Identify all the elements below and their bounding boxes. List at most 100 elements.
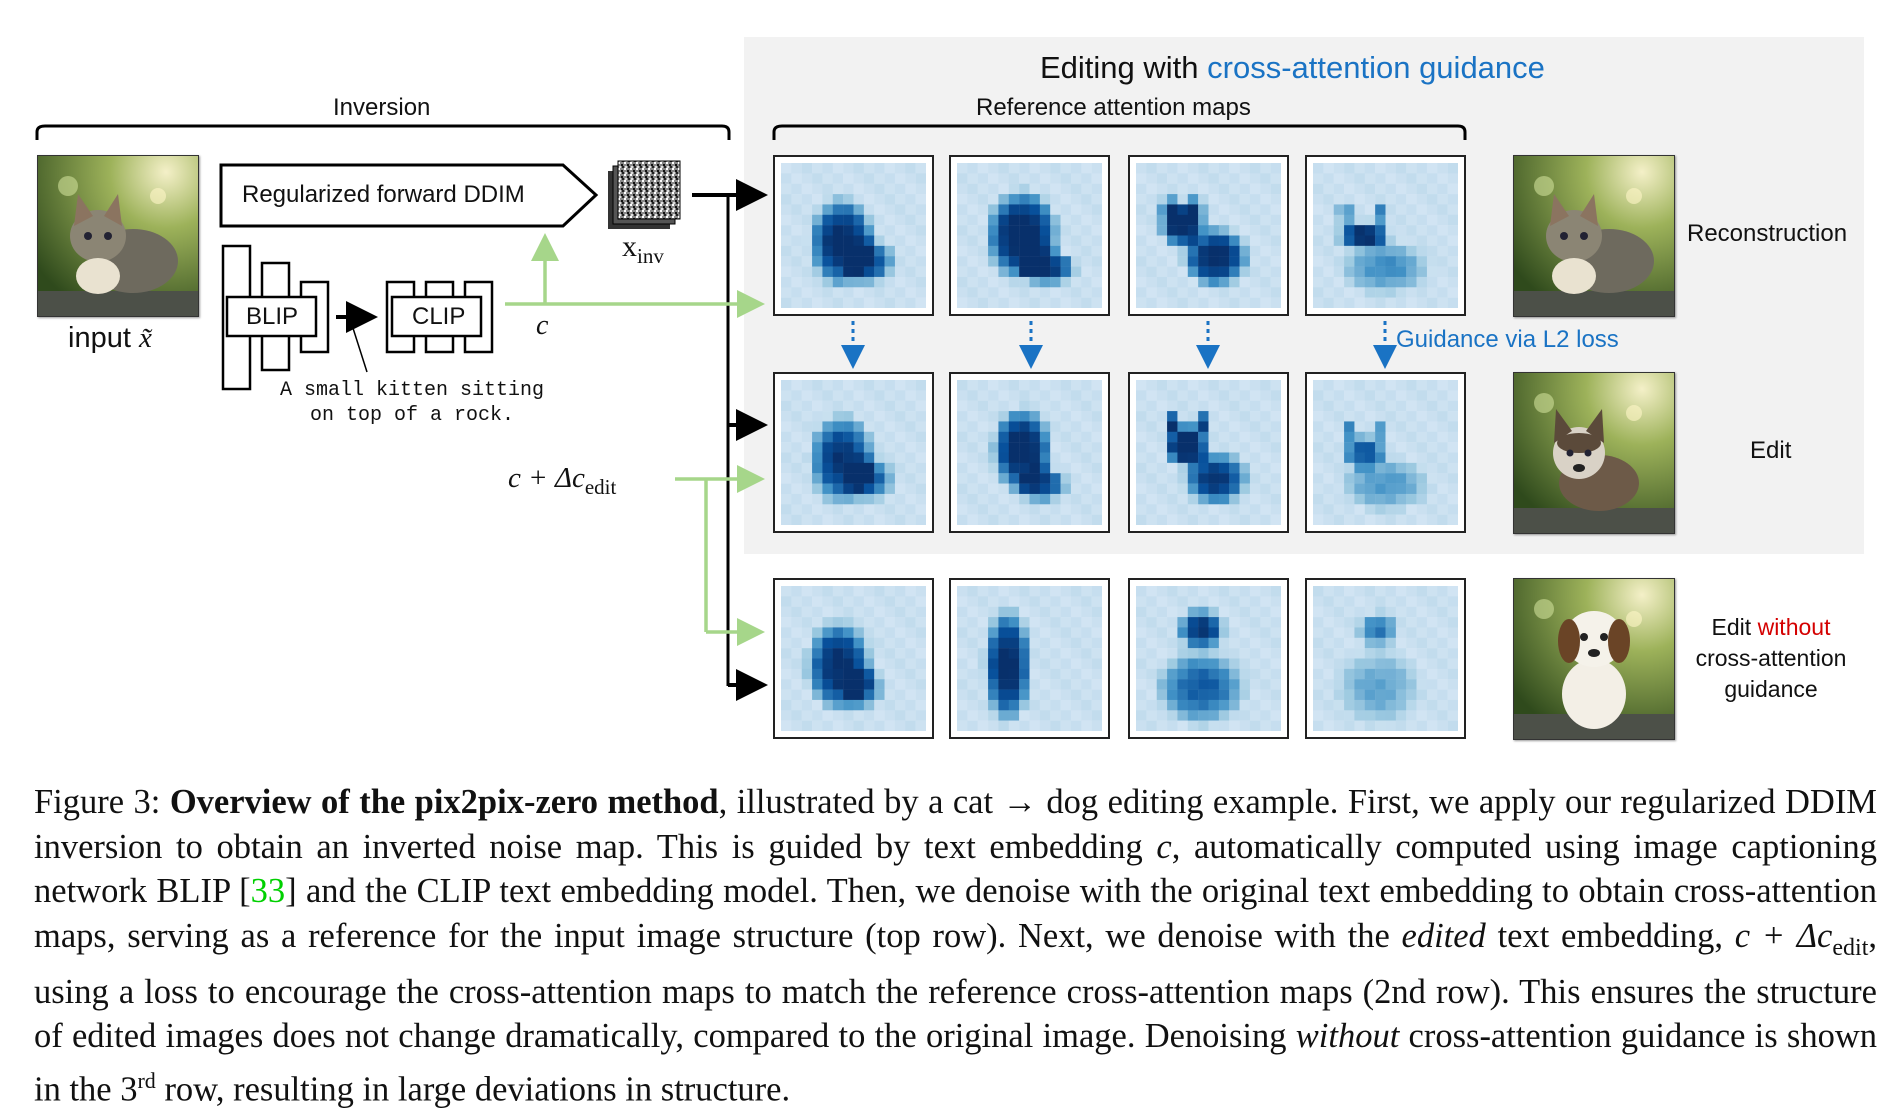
attention-cell: [822, 504, 833, 515]
ddim-label: Regularized forward DDIM: [242, 181, 525, 208]
attention-cell: [1091, 266, 1102, 278]
attention-cell: [977, 225, 989, 236]
attention-cell: [1156, 421, 1168, 432]
attention-cell: [1019, 276, 1030, 288]
attention-cell: [1060, 183, 1072, 195]
attention-cell: [863, 163, 875, 174]
attention-cell: [1091, 596, 1102, 607]
attention-cell: [1354, 462, 1365, 474]
attention-cell: [1070, 442, 1082, 453]
attention-cell: [1177, 194, 1188, 205]
attention-cell: [1070, 606, 1082, 618]
attention-cell: [1146, 452, 1157, 464]
attention-cell: [1091, 204, 1102, 215]
input-text: input: [68, 322, 131, 354]
attention-cell: [1039, 617, 1051, 628]
attention-cell: [1375, 627, 1386, 638]
attention-cell: [1167, 668, 1178, 680]
attention-cell: [832, 266, 844, 278]
attention-cell: [801, 637, 813, 649]
attention-cell: [832, 617, 844, 628]
attention-cell: [1447, 183, 1458, 195]
attention-cell: [905, 421, 916, 432]
attention-cell: [1437, 225, 1448, 236]
attention-cell: [1050, 720, 1061, 731]
attention-cell: [915, 514, 926, 525]
attention-cell: [1270, 596, 1281, 607]
attention-cell: [874, 163, 885, 174]
attention-cell: [1249, 699, 1261, 711]
attention-cell: [1249, 514, 1261, 525]
attention-cell: [1208, 276, 1220, 288]
attention-cell: [1364, 627, 1376, 638]
attention-cell: [1081, 204, 1092, 215]
attention-cell: [1081, 194, 1092, 205]
attention-cell: [1323, 710, 1334, 721]
attention-cell: [1050, 163, 1061, 174]
attention-cell: [894, 586, 906, 597]
attention-cell: [1385, 627, 1397, 638]
attention-cell: [1039, 586, 1051, 597]
caption-italic: without: [1295, 1017, 1400, 1056]
attention-cell: [884, 668, 896, 680]
attention-cell: [894, 699, 906, 711]
attention-cell: [863, 297, 875, 308]
attention-cell: [1218, 483, 1230, 495]
attention-cell: [1385, 514, 1397, 525]
attention-cell: [1008, 689, 1020, 701]
attention-cell: [1208, 204, 1220, 215]
attention-cell: [1333, 596, 1345, 607]
attention-cell: [1416, 421, 1428, 432]
attention-cell: [905, 473, 916, 484]
attention-cell: [1333, 183, 1345, 195]
attention-cell: [1208, 689, 1220, 701]
attention-cell: [832, 194, 844, 205]
attention-cell: [1333, 431, 1345, 443]
attention-cell: [1060, 442, 1072, 453]
attention-cell: [1333, 720, 1345, 731]
attention-cell: [977, 648, 989, 659]
attention-cell: [1091, 442, 1102, 453]
attention-cell: [1070, 390, 1082, 401]
attention-cell: [1437, 648, 1448, 659]
attention-cell: [1081, 720, 1092, 731]
attention-cell: [1136, 462, 1147, 474]
attention-cell: [1239, 276, 1251, 288]
attention-cell: [812, 720, 823, 731]
attention-cell: [1416, 214, 1428, 226]
attention-cell: [1395, 617, 1407, 628]
citation-link[interactable]: 33: [250, 872, 286, 910]
attention-cell: [1313, 245, 1324, 257]
attention-cell: [1070, 473, 1082, 484]
attention-cell: [1416, 245, 1428, 257]
attention-cell: [1187, 462, 1199, 474]
attention-cell: [1333, 400, 1345, 412]
attention-cell: [1395, 586, 1407, 597]
attention-cell: [1187, 390, 1199, 401]
attention-cell: [1050, 689, 1061, 701]
attention-cell: [894, 710, 906, 721]
attention-cell: [915, 431, 926, 443]
attention-cell: [1156, 473, 1168, 484]
attention-cell: [988, 689, 999, 701]
attention-cell: [874, 483, 885, 495]
attention-cell: [1249, 163, 1261, 174]
attention-cell: [1008, 204, 1020, 215]
attention-cell: [957, 586, 968, 597]
attention-cell: [801, 473, 813, 484]
attention-cell: [1354, 668, 1365, 680]
attention-cell: [1070, 163, 1082, 174]
attention-cell: [832, 204, 844, 215]
attention-cell: [1260, 173, 1271, 184]
attention-cell: [1344, 173, 1355, 184]
attention-cell: [1416, 668, 1428, 680]
attention-cell: [1177, 679, 1188, 690]
attention-cell: [1323, 173, 1334, 184]
attention-cell: [1008, 400, 1020, 412]
attention-cell: [822, 163, 833, 174]
attention-cell: [1437, 421, 1448, 432]
attention-cell: [1447, 617, 1458, 628]
attention-cell: [1344, 442, 1355, 453]
attention-cell: [1050, 194, 1061, 205]
attention-cell: [988, 462, 999, 474]
